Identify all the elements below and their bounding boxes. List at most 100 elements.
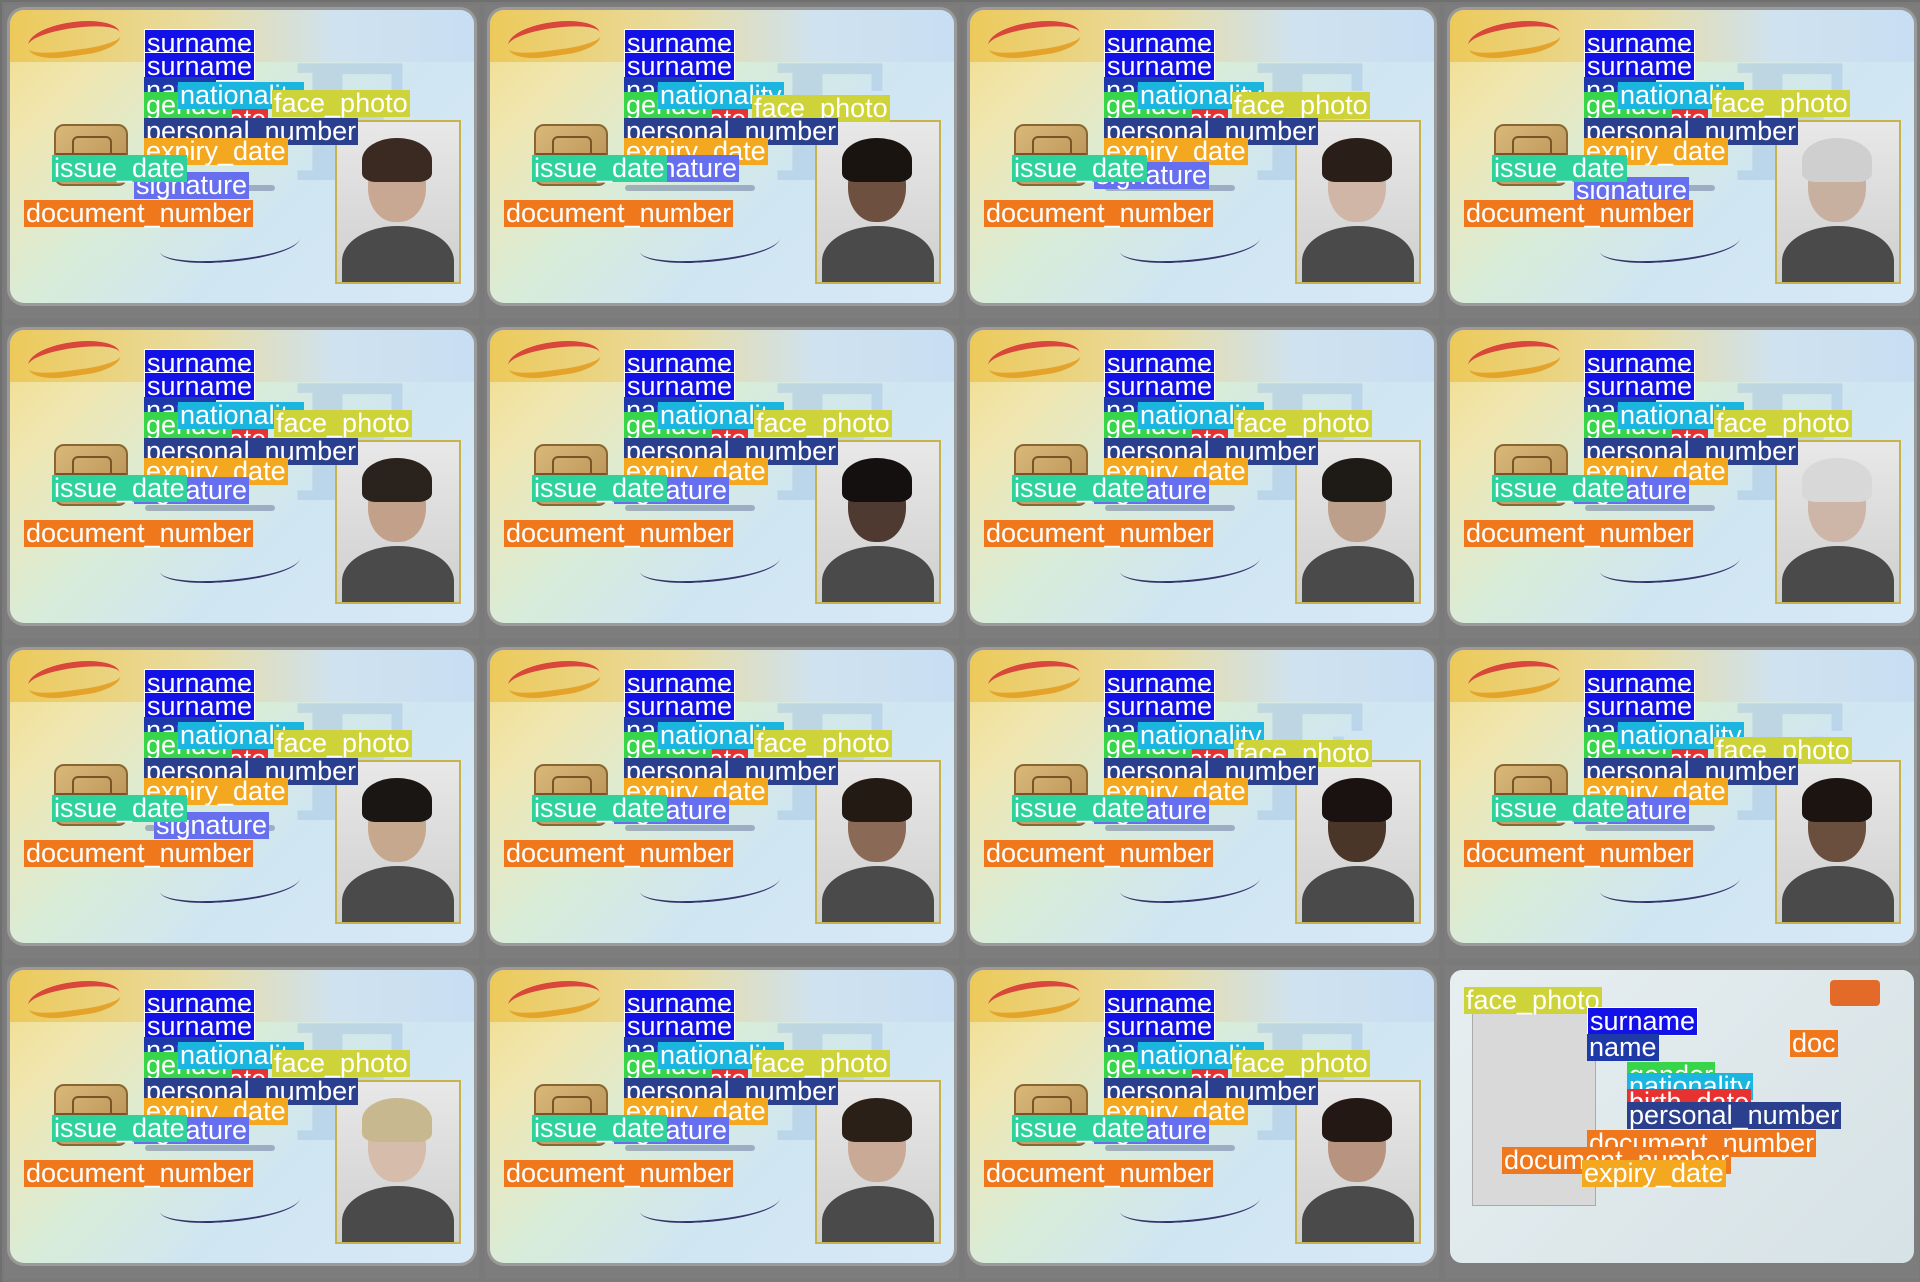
photo-shoulders bbox=[342, 1186, 454, 1242]
face-photo-label: face_photo bbox=[754, 728, 892, 758]
face-photo-label: face_photo bbox=[752, 93, 890, 123]
text-line bbox=[625, 505, 755, 511]
document-number-label: document_number bbox=[24, 198, 254, 228]
signature-stroke bbox=[1119, 224, 1261, 266]
image-tile: Esurnamesurnamenamebirth_dategendernatio… bbox=[962, 2, 1442, 322]
surname-label: surname bbox=[1584, 692, 1696, 721]
photo-shoulders bbox=[1782, 226, 1894, 282]
image-tile: Esurnamesurnamenamebirth_dategendernatio… bbox=[2, 2, 482, 322]
photo-shoulders bbox=[342, 866, 454, 922]
text-line bbox=[1105, 1145, 1235, 1151]
image-tile: Esurnamesurnamenamebirth_dategendernatio… bbox=[482, 2, 962, 322]
issue-date-label: issue_date bbox=[1012, 793, 1147, 823]
signature-stroke bbox=[159, 544, 301, 586]
text-line bbox=[625, 825, 755, 831]
face-photo-label: face_photo bbox=[1232, 90, 1370, 120]
issue-date-label: issue_date bbox=[532, 473, 667, 503]
signature-stroke bbox=[159, 224, 301, 266]
surname-label: surname bbox=[624, 372, 736, 401]
document-number-label: document_number bbox=[24, 518, 254, 548]
face-photo bbox=[335, 760, 461, 924]
issue-date-label: issue_date bbox=[1012, 153, 1147, 183]
name-label: name bbox=[1587, 1032, 1659, 1062]
signature-stroke bbox=[639, 544, 781, 586]
text-line bbox=[1105, 825, 1235, 831]
surname-label: surname bbox=[1104, 692, 1216, 721]
face-photo bbox=[1295, 1080, 1421, 1244]
photo-hair bbox=[842, 138, 912, 182]
face-photo-label: face_photo bbox=[754, 408, 892, 438]
image-tile: Esurnamesurnamenamebirth_dategendernatio… bbox=[962, 962, 1442, 1282]
photo-hair bbox=[1322, 1098, 1392, 1142]
image-tile: Esurnamesurnamenamebirth_dategendernatio… bbox=[1442, 642, 1920, 962]
photo-shoulders bbox=[1302, 226, 1414, 282]
issue-date-label: issue_date bbox=[1012, 473, 1147, 503]
face-photo-label: face_photo bbox=[1464, 985, 1602, 1015]
surname-label: surname bbox=[624, 692, 736, 721]
surname-label: surname bbox=[624, 1012, 736, 1041]
face-photo-label: face_photo bbox=[274, 408, 412, 438]
photo-hair bbox=[842, 458, 912, 502]
photo-shoulders bbox=[342, 226, 454, 282]
issue-date-label: issue_date bbox=[52, 473, 187, 503]
document-number-label: document_number bbox=[504, 198, 734, 228]
surname-label: surname bbox=[1104, 52, 1216, 81]
expiry-date-label: expiry_date bbox=[1582, 1158, 1726, 1188]
image-tile: Esurnamesurnamenamebirth_dategendernatio… bbox=[2, 642, 482, 962]
photo-hair bbox=[362, 1098, 432, 1142]
face-photo-label: face_photo bbox=[272, 88, 410, 118]
document-number-label: document_number bbox=[1464, 838, 1694, 868]
photo-shoulders bbox=[822, 226, 934, 282]
face-photo bbox=[1295, 120, 1421, 284]
image-tile: Esurnamesurnamenamebirth_dategendernatio… bbox=[962, 642, 1442, 962]
signature-stroke bbox=[1599, 544, 1741, 586]
photo-hair bbox=[842, 778, 912, 822]
surname-label: surname bbox=[1104, 1012, 1216, 1041]
document-number-label: document_number bbox=[984, 1158, 1214, 1188]
photo-shoulders bbox=[1302, 546, 1414, 602]
signature-stroke bbox=[159, 1184, 301, 1226]
signature-stroke bbox=[1119, 864, 1261, 906]
photo-shoulders bbox=[822, 866, 934, 922]
face-photo-label: face_photo bbox=[1714, 408, 1852, 438]
face-photo bbox=[1775, 440, 1901, 604]
issue-date-label: issue_date bbox=[52, 153, 187, 183]
photo-hair bbox=[1322, 138, 1392, 182]
photo-shoulders bbox=[342, 546, 454, 602]
issue-date-label: issue_date bbox=[532, 153, 667, 183]
face-photo bbox=[335, 120, 461, 284]
photo-shoulders bbox=[1302, 866, 1414, 922]
photo-hair bbox=[362, 458, 432, 502]
text-line bbox=[1585, 505, 1715, 511]
photo-hair bbox=[1802, 778, 1872, 822]
face-photo bbox=[1295, 760, 1421, 924]
document-number-label: document_number bbox=[984, 518, 1214, 548]
signature-stroke bbox=[639, 864, 781, 906]
image-tile: Esurnamesurnamenamebirth_dategendernatio… bbox=[482, 642, 962, 962]
surname-label: surname bbox=[144, 372, 256, 401]
photo-hair bbox=[1322, 458, 1392, 502]
face-photo-label: face_photo bbox=[274, 728, 412, 758]
text-line bbox=[145, 505, 275, 511]
issue-date-label: issue_date bbox=[532, 1113, 667, 1143]
face-photo bbox=[1775, 120, 1901, 284]
photo-hair bbox=[362, 778, 432, 822]
face-photo-label: face_photo bbox=[272, 1048, 410, 1078]
issue-date-label: issue_date bbox=[52, 793, 187, 823]
surname-label: surname bbox=[144, 52, 256, 81]
signature-stroke bbox=[1599, 224, 1741, 266]
issue-date-label: issue_date bbox=[1492, 473, 1627, 503]
image-tile: Esurnamesurnamenamebirth_dategendernatio… bbox=[1442, 322, 1920, 642]
document-number-label: doc bbox=[1790, 1028, 1838, 1058]
photo-hair bbox=[1322, 778, 1392, 822]
issue-date-label: issue_date bbox=[532, 793, 667, 823]
photo-shoulders bbox=[822, 546, 934, 602]
face-photo-label: face_photo bbox=[752, 1048, 890, 1078]
face-photo bbox=[335, 1080, 461, 1244]
face-photo-label: face_photo bbox=[1712, 88, 1850, 118]
document-number-label: document_number bbox=[1464, 518, 1694, 548]
signature-stroke bbox=[1119, 1184, 1261, 1226]
document-number-label: document_number bbox=[504, 838, 734, 868]
face-photo bbox=[335, 440, 461, 604]
